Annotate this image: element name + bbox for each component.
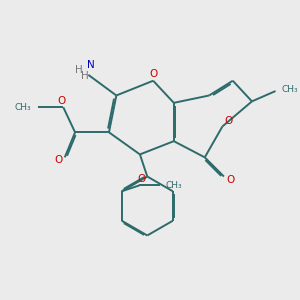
Text: CH₃: CH₃ [165,181,182,190]
Text: H: H [75,64,83,74]
Text: O: O [226,175,235,185]
Text: N: N [87,60,94,70]
Text: O: O [58,96,66,106]
Text: O: O [54,155,62,165]
Text: O: O [138,174,146,184]
Text: O: O [225,116,233,125]
Text: CH₃: CH₃ [281,85,298,94]
Text: CH₃: CH₃ [15,103,31,112]
Text: H: H [81,71,89,81]
Text: O: O [150,69,158,79]
